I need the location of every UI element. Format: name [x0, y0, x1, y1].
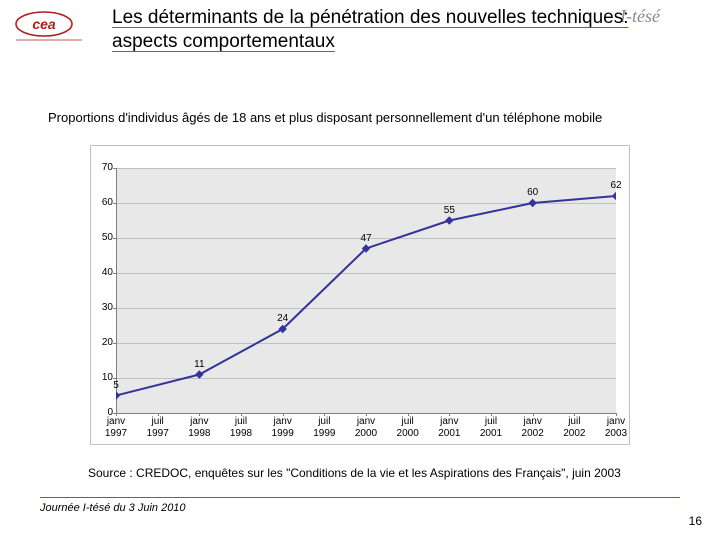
x-tick-label: janv2003 [597, 416, 635, 440]
footer-text: Journée I-tésé du 3 Juin 2010 [40, 502, 186, 514]
y-tick-label: 30 [93, 302, 113, 313]
y-tick-label: 40 [93, 267, 113, 278]
data-point-label: 5 [106, 380, 126, 391]
page-number: 16 [689, 514, 702, 528]
x-tick-label: juil1999 [305, 416, 343, 440]
source-citation: Source : CREDOC, enquêtes sur les "Condi… [88, 466, 621, 480]
y-tick-label: 50 [93, 232, 113, 243]
data-point-label: 62 [606, 180, 626, 191]
data-point-label: 55 [439, 205, 459, 216]
x-tick-label: janv1998 [180, 416, 218, 440]
x-tick-label: juil2000 [389, 416, 427, 440]
data-point-label: 11 [189, 359, 209, 370]
data-point-label: 47 [356, 233, 376, 244]
x-tick-label: janv2001 [430, 416, 468, 440]
y-tick-label: 70 [93, 162, 113, 173]
x-tick-label: janv2000 [347, 416, 385, 440]
data-point-label: 60 [523, 187, 543, 198]
svg-text:cea: cea [32, 16, 56, 32]
data-point-label: 24 [273, 313, 293, 324]
chart-area: 010203040506070 janv1997juil1997janv1998… [90, 145, 630, 445]
cea-logo: cea [14, 10, 84, 46]
x-tick-label: juil2001 [472, 416, 510, 440]
x-tick-label: juil1998 [222, 416, 260, 440]
y-tick-label: 20 [93, 337, 113, 348]
x-axis [116, 413, 616, 414]
line-series [116, 168, 616, 413]
x-tick-label: janv1999 [264, 416, 302, 440]
footer-divider [40, 497, 680, 498]
x-tick-label: juil2002 [555, 416, 593, 440]
chart-subtitle: Proportions d'individus âgés de 18 ans e… [48, 110, 672, 125]
y-tick-label: 60 [93, 197, 113, 208]
page-title: Les déterminants de la pénétration des n… [112, 6, 642, 54]
x-tick-mark [616, 413, 617, 416]
x-tick-label: janv1997 [97, 416, 135, 440]
x-tick-label: janv2002 [514, 416, 552, 440]
x-tick-label: juil1997 [139, 416, 177, 440]
